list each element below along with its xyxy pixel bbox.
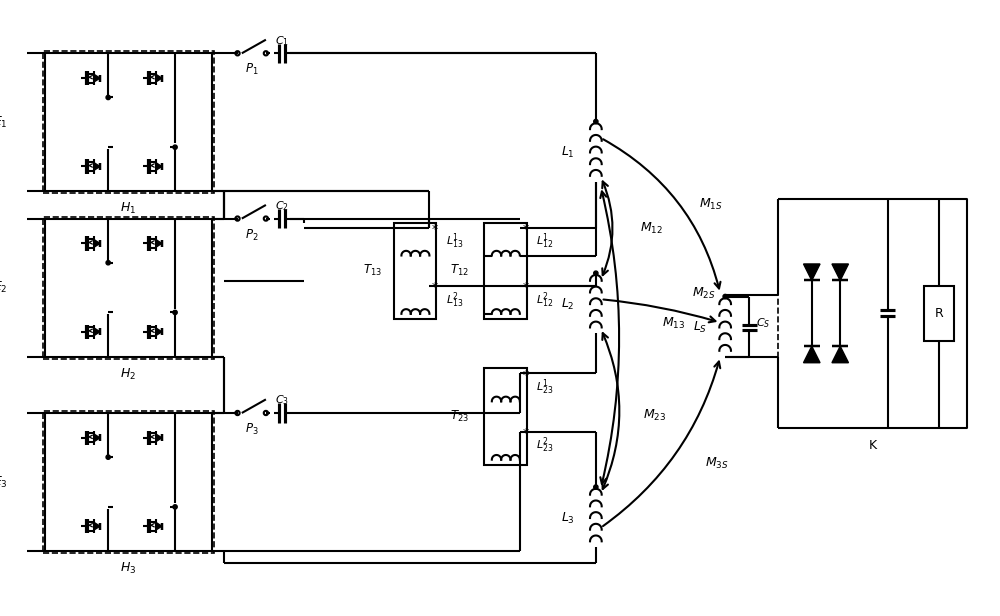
FancyArrowPatch shape — [600, 192, 619, 484]
Text: *: * — [432, 282, 438, 294]
Text: $T_{23}$: $T_{23}$ — [450, 409, 469, 424]
Text: $L^1_{12}$: $L^1_{12}$ — [536, 232, 554, 251]
Polygon shape — [94, 328, 100, 335]
Circle shape — [594, 485, 598, 489]
Text: $C_3$: $C_3$ — [275, 394, 289, 407]
Text: $T_{13}$: $T_{13}$ — [363, 263, 382, 278]
Polygon shape — [156, 328, 162, 335]
FancyArrowPatch shape — [602, 182, 613, 275]
Polygon shape — [832, 346, 848, 363]
Text: *: * — [523, 427, 529, 440]
Text: $M_{12}$: $M_{12}$ — [640, 221, 663, 236]
Polygon shape — [94, 522, 100, 530]
Text: $T_{12}$: $T_{12}$ — [450, 263, 469, 278]
Circle shape — [106, 95, 110, 100]
Bar — [924, 286, 954, 341]
Text: $L^2_{23}$: $L^2_{23}$ — [536, 436, 554, 455]
Text: $M_{23}$: $M_{23}$ — [643, 408, 666, 423]
Text: $M_{13}$: $M_{13}$ — [662, 315, 685, 331]
Polygon shape — [94, 75, 100, 82]
Circle shape — [594, 120, 598, 124]
Text: $P_1$: $P_1$ — [245, 62, 258, 78]
Text: $L^2_{12}$: $L^2_{12}$ — [536, 290, 554, 310]
Circle shape — [106, 261, 110, 265]
Circle shape — [173, 145, 177, 149]
Bar — [484, 368, 527, 464]
Text: $L_3$: $L_3$ — [561, 511, 574, 525]
Text: $L^1_{13}$: $L^1_{13}$ — [446, 232, 463, 251]
Bar — [484, 222, 527, 318]
Text: $P_3$: $P_3$ — [245, 422, 259, 437]
Bar — [43, 217, 214, 359]
Polygon shape — [156, 522, 162, 530]
Polygon shape — [156, 75, 162, 82]
Polygon shape — [94, 434, 100, 442]
Text: $L^2_{13}$: $L^2_{13}$ — [446, 290, 463, 310]
Circle shape — [173, 310, 177, 315]
Bar — [45, 219, 212, 357]
Circle shape — [723, 294, 727, 299]
Text: $E_1$: $E_1$ — [0, 115, 7, 130]
FancyArrowPatch shape — [602, 333, 619, 489]
Text: $C_1$: $C_1$ — [275, 34, 289, 47]
Text: *: * — [523, 223, 529, 236]
Text: $C_S$: $C_S$ — [756, 317, 770, 330]
Polygon shape — [804, 264, 820, 280]
Bar — [45, 54, 212, 192]
Text: $P_2$: $P_2$ — [245, 227, 258, 243]
Polygon shape — [804, 346, 820, 363]
Text: *: * — [523, 369, 529, 382]
Text: $M_{3S}$: $M_{3S}$ — [705, 456, 729, 471]
Circle shape — [594, 271, 598, 275]
Text: $L_S$: $L_S$ — [693, 320, 708, 335]
Text: $L_1$: $L_1$ — [561, 145, 574, 160]
FancyArrowPatch shape — [603, 299, 715, 322]
Bar — [394, 222, 436, 318]
Circle shape — [106, 455, 110, 460]
Text: $H_1$: $H_1$ — [120, 201, 136, 216]
Text: $E_3$: $E_3$ — [0, 474, 7, 490]
Text: $H_3$: $H_3$ — [120, 561, 136, 576]
Bar — [43, 411, 214, 553]
Text: K: K — [868, 439, 877, 452]
Bar — [45, 413, 212, 551]
FancyArrowPatch shape — [603, 362, 720, 526]
Text: $L_2$: $L_2$ — [561, 296, 574, 312]
Text: $E_2$: $E_2$ — [0, 280, 7, 295]
Bar — [43, 51, 214, 193]
FancyArrowPatch shape — [603, 139, 720, 288]
Polygon shape — [94, 240, 100, 247]
Circle shape — [173, 505, 177, 509]
Text: $M_{2S}$: $M_{2S}$ — [692, 286, 716, 301]
Bar — [778, 199, 967, 428]
Polygon shape — [832, 264, 848, 280]
Text: $L^1_{23}$: $L^1_{23}$ — [536, 378, 554, 397]
Polygon shape — [156, 434, 162, 442]
Text: $C_2$: $C_2$ — [275, 199, 289, 213]
Text: $H_2$: $H_2$ — [120, 367, 136, 382]
Text: R: R — [934, 307, 943, 320]
Text: *: * — [432, 223, 438, 236]
Polygon shape — [156, 163, 162, 170]
Polygon shape — [156, 240, 162, 247]
Polygon shape — [94, 163, 100, 170]
Text: *: * — [523, 282, 529, 294]
Text: $M_{1S}$: $M_{1S}$ — [699, 197, 723, 211]
